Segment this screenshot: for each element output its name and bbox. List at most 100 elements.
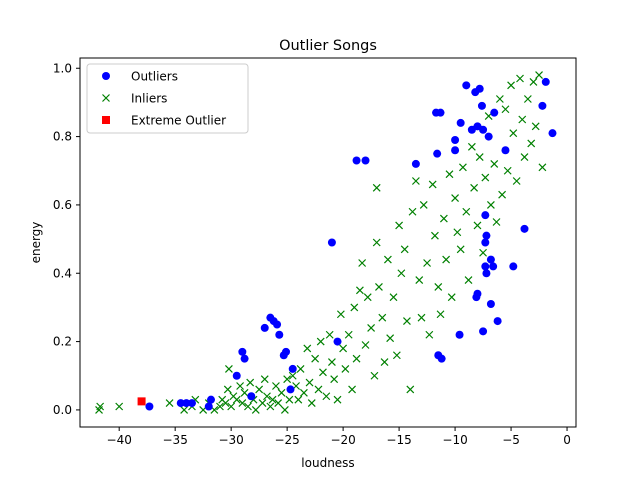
inlier-point-stroke	[274, 399, 283, 408]
plot-area	[95, 71, 557, 414]
inlier-point	[458, 163, 467, 172]
inlier-point-stroke	[518, 115, 527, 124]
inlier-point	[380, 358, 389, 367]
outlier-point	[437, 354, 446, 363]
y-tick-label: 0.8	[53, 130, 72, 144]
series-1	[95, 71, 547, 414]
inlier-point	[411, 177, 420, 185]
inlier-point-stroke	[456, 245, 465, 254]
inlier-point-stroke	[307, 399, 316, 408]
x-tick-label: −25	[274, 433, 299, 447]
inlier-point	[352, 354, 361, 363]
inlier-point	[314, 385, 323, 394]
series-0	[145, 77, 557, 411]
inlier-point	[464, 276, 473, 285]
x-tick-label: −20	[330, 433, 355, 447]
inlier-point	[423, 259, 432, 267]
inlier-point	[344, 330, 353, 339]
inlier-point-stroke	[294, 395, 303, 404]
legend-box	[86, 63, 249, 134]
outlier-point	[240, 354, 249, 363]
inlier-point-stroke	[370, 371, 379, 380]
inlier-point-stroke	[180, 405, 189, 414]
inlier-point-stroke	[458, 163, 467, 172]
outlier-point	[481, 262, 490, 271]
outlier-point	[489, 262, 498, 271]
inlier-point-stroke	[236, 382, 245, 390]
inlier-point	[445, 170, 454, 179]
inlier-point	[325, 330, 334, 339]
outlier-point	[548, 129, 557, 138]
inlier-point-stroke	[509, 129, 518, 138]
inlier-point-stroke	[395, 221, 404, 230]
inlier-point-stroke	[322, 392, 331, 401]
inlier-point	[322, 392, 331, 401]
inlier-point	[481, 173, 490, 182]
inlier-point	[272, 382, 280, 390]
inlier-point	[439, 214, 448, 223]
inlier-point-stroke	[251, 405, 260, 414]
inlier-point	[408, 207, 417, 216]
inlier-point	[403, 317, 411, 326]
inlier-point-stroke	[481, 173, 490, 182]
inlier-point-stroke	[288, 371, 297, 380]
inlier-point	[473, 221, 482, 230]
inlier-point	[221, 399, 230, 408]
outlier-point	[238, 347, 247, 356]
inlier-point	[372, 238, 381, 247]
inlier-point-stroke	[361, 341, 370, 349]
x-axis-label: loudness	[301, 456, 354, 470]
inlier-point	[305, 378, 314, 387]
inlier-point	[395, 221, 404, 230]
inlier-point	[300, 388, 308, 397]
inlier-point-stroke	[311, 354, 320, 363]
inlier-point-stroke	[96, 402, 105, 411]
inlier-point-stroke	[355, 286, 364, 295]
inlier-point-stroke	[280, 405, 289, 414]
inlier-point	[367, 323, 376, 332]
inlier-point	[419, 200, 428, 209]
inlier-point-stroke	[260, 375, 269, 384]
inlier-point	[436, 310, 445, 319]
inlier-point-stroke	[232, 395, 241, 404]
outlier-point	[451, 136, 460, 144]
outlier-point	[455, 330, 464, 339]
inlier-point-stroke	[372, 238, 381, 247]
inlier-point	[303, 344, 312, 353]
outlier-point	[484, 132, 493, 141]
inlier-point-stroke	[341, 364, 350, 373]
inlier-point	[255, 385, 264, 394]
outlier-point	[176, 399, 185, 408]
inlier-point-stroke	[495, 95, 504, 103]
legend-label: Inliers	[131, 92, 167, 106]
inlier-point	[503, 166, 512, 175]
outlier-point	[247, 392, 256, 401]
inlier-point	[224, 364, 233, 373]
outlier-point	[475, 84, 484, 93]
outlier-point	[486, 300, 495, 308]
inlier-point	[372, 183, 381, 192]
inlier-point-stroke	[319, 368, 327, 377]
outlier-point	[275, 330, 284, 339]
inlier-point	[223, 385, 232, 394]
inlier-point	[341, 364, 350, 373]
x-tick-label: −30	[218, 433, 243, 447]
inlier-point	[115, 402, 124, 411]
inlier-point-stroke	[305, 378, 314, 387]
inlier-point-stroke	[520, 153, 529, 162]
inlier-point	[501, 105, 510, 114]
inlier-point-stroke	[300, 388, 308, 397]
inlier-point	[425, 330, 434, 339]
inlier-point	[216, 402, 224, 411]
inlier-point-stroke	[223, 385, 232, 394]
y-axis: 0.0 0.2 0.4 0.6 0.8 1.0	[53, 61, 80, 417]
inlier-point-stroke	[266, 402, 275, 411]
inlier-point	[327, 358, 336, 367]
inlier-point-stroke	[423, 259, 432, 267]
inlier-point-stroke	[303, 344, 312, 353]
inlier-point-stroke	[408, 207, 417, 216]
legend-label: Extreme Outlier	[131, 114, 226, 128]
inlier-point-stroke	[333, 395, 342, 404]
inlier-point	[470, 183, 479, 192]
inlier-point	[529, 77, 538, 86]
